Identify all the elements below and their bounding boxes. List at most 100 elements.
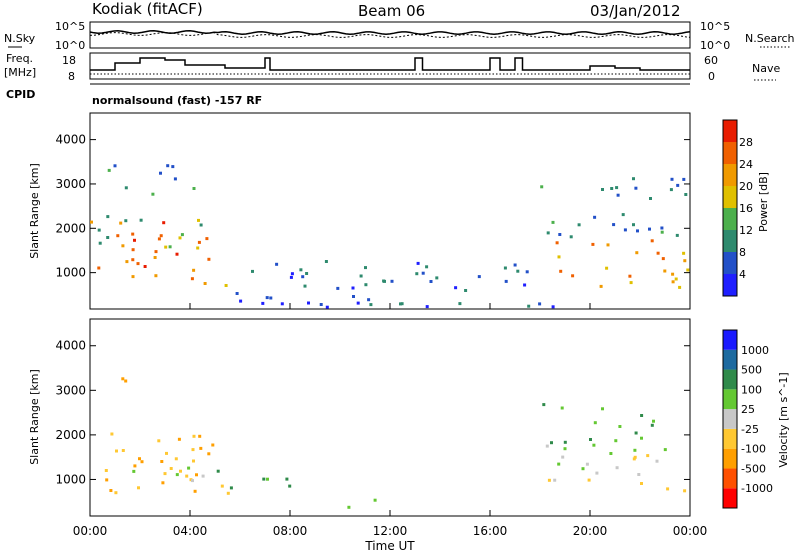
echo-cell <box>121 449 125 452</box>
echo-cell <box>174 457 178 461</box>
echo-cell <box>207 452 211 456</box>
power-cells <box>90 164 690 309</box>
echo-cell <box>415 272 419 276</box>
echo-cell <box>207 257 211 261</box>
y-tick-label: 2000 <box>55 428 86 442</box>
echo-cell <box>289 275 293 279</box>
echo-cell <box>107 168 111 172</box>
echo-cell <box>390 279 394 283</box>
echo-cell <box>325 305 329 309</box>
echo-cell <box>399 302 402 306</box>
echo-cell <box>163 472 167 476</box>
echo-cell <box>262 477 266 481</box>
power-ylabel: Slant Range [km] <box>28 163 41 259</box>
echo-cell <box>162 221 166 225</box>
y-tick-label: 4000 <box>55 133 86 147</box>
echo-cell <box>290 272 294 276</box>
echo-cell <box>614 439 618 443</box>
echo-cell <box>235 292 239 295</box>
echo-cell <box>119 221 123 225</box>
y-tick-label: 3000 <box>55 177 86 191</box>
echo-cell <box>676 183 680 187</box>
echo-cell <box>106 215 110 219</box>
echo-cell <box>632 457 636 461</box>
echo-cell <box>650 423 654 427</box>
power-colorbar-segment <box>723 120 737 142</box>
echo-cell <box>159 171 162 175</box>
noise-tick-bottom-right: 10^0 <box>700 39 730 52</box>
echo-cell <box>185 474 189 478</box>
echo-cell <box>555 241 559 245</box>
echo-cell <box>454 286 458 290</box>
echo-cell <box>192 268 196 272</box>
echo-cell <box>115 449 118 453</box>
echo-cell <box>114 491 118 495</box>
echo-cell <box>683 259 687 263</box>
echo-cell <box>288 484 292 488</box>
power-colorbar-segment <box>723 208 737 230</box>
noise-right-label: N.Search <box>745 32 795 45</box>
echo-cell <box>179 469 182 473</box>
echo-cell <box>561 455 565 459</box>
time-tick-label: 04:00 <box>173 524 208 538</box>
echo-cell <box>239 299 243 303</box>
y-tick-label: 2000 <box>55 221 86 235</box>
velocity-colorbar-segment <box>723 428 737 449</box>
echo-cell <box>201 474 205 478</box>
echo-cell <box>669 188 673 192</box>
echo-cell <box>175 252 179 256</box>
echo-cell <box>106 236 110 239</box>
echo-cell <box>650 239 654 243</box>
echo-cell <box>269 296 273 300</box>
echo-cell <box>571 274 575 278</box>
time-tick-label: 00:00 <box>73 524 108 538</box>
echo-cell <box>143 265 147 268</box>
echo-cell <box>634 431 638 435</box>
echo-cell <box>168 245 172 249</box>
echo-cell <box>336 286 340 290</box>
echo-cell <box>633 448 637 452</box>
echo-cell <box>303 284 307 288</box>
date-title: 03/Jan/2012 <box>590 2 681 20</box>
echo-cell <box>623 228 627 232</box>
echo-cell <box>220 484 224 488</box>
power-colorbar-tick: 4 <box>739 268 746 281</box>
echo-cell <box>610 187 614 190</box>
echo-cell <box>674 277 678 281</box>
echo-cell <box>678 285 682 289</box>
echo-cell <box>504 279 508 283</box>
echo-cell <box>192 459 195 463</box>
noise-tick-top-right: 10^5 <box>700 20 730 33</box>
velocity-colorbar-tick: 1000 <box>741 344 769 357</box>
echo-cell <box>132 469 136 473</box>
echo-cell <box>280 302 284 306</box>
power-colorbar-segment <box>723 164 737 186</box>
echo-cell <box>299 268 303 272</box>
echo-cell <box>216 469 220 473</box>
echo-cell <box>666 487 670 491</box>
echo-cell <box>621 213 625 217</box>
echo-cell <box>618 425 622 428</box>
y-tick-label: 3000 <box>55 383 86 397</box>
echo-cell <box>199 446 203 450</box>
beam-title: Beam 06 <box>358 2 425 20</box>
echo-cell <box>124 379 128 383</box>
velocity-colorbar-tick: 25 <box>741 403 755 416</box>
velocity-colorbar-segment <box>723 448 737 469</box>
echo-cell <box>503 266 507 270</box>
echo-cell <box>585 462 589 466</box>
echo-cell <box>655 459 659 463</box>
noise-tick-bottom-left: 10^0 <box>55 39 85 52</box>
echo-cell <box>166 164 170 168</box>
echo-cell <box>593 421 597 425</box>
echo-cell <box>671 272 675 276</box>
power-colorbar-segment <box>723 252 737 274</box>
y-tick-label: 1000 <box>55 472 86 486</box>
echo-cell <box>199 223 203 227</box>
velocity-colorbar-tick: -25 <box>741 423 759 436</box>
echo-cell <box>559 269 563 273</box>
echo-cell <box>682 177 686 181</box>
echo-cell <box>686 268 690 272</box>
echo-cell <box>542 403 546 407</box>
echo-cell <box>305 272 309 275</box>
